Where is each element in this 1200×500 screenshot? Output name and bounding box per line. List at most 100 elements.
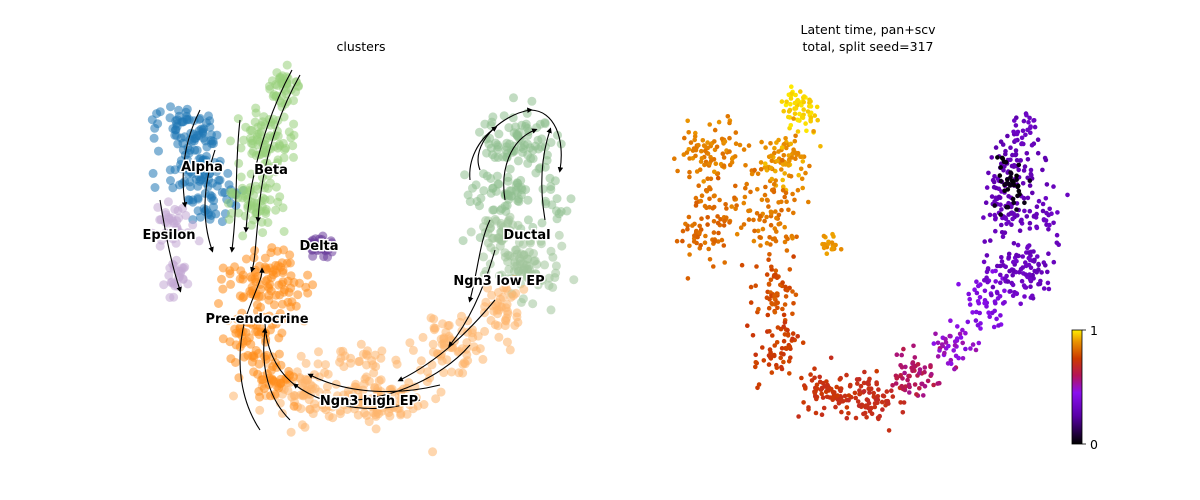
latent-time-point: [769, 153, 774, 159]
latent-time-point: [779, 366, 785, 372]
latent-time-point: [1014, 173, 1019, 179]
cell-point: [387, 396, 397, 406]
latent-time-point: [829, 240, 835, 245]
latent-time-point: [995, 296, 1001, 301]
latent-time-point: [782, 332, 788, 337]
cell-point: [149, 133, 159, 143]
cell-point: [253, 129, 263, 139]
latent-time-point: [781, 359, 786, 365]
latent-time-point: [762, 192, 768, 198]
right-panel-title-line2: total, split seed=317: [803, 39, 934, 54]
latent-time-point: [694, 169, 700, 174]
cell-point: [167, 213, 177, 223]
cell-point: [428, 347, 438, 357]
latent-time-point: [821, 405, 827, 411]
cell-point: [308, 280, 318, 290]
latent-time-point: [757, 217, 762, 222]
cluster-labels: Alpha Beta Delta Epsilon Ductal Ngn3 low EP Ng…: [141, 159, 552, 411]
cell-point: [177, 179, 187, 188]
cell-point: [364, 417, 374, 427]
latent-time-point: [833, 242, 838, 248]
latent-time-point: [857, 388, 862, 393]
latent-time-point: [912, 355, 918, 360]
latent-time-point: [993, 215, 998, 221]
cell-point: [354, 357, 364, 367]
cell-point: [254, 359, 264, 369]
latent-time-point: [787, 344, 793, 350]
latent-time-point: [729, 160, 735, 165]
latent-time-point: [984, 185, 990, 190]
latent-time-point: [774, 229, 779, 234]
cell-point: [487, 290, 497, 300]
latent-time-point: [1008, 289, 1013, 294]
latent-time-point: [699, 148, 704, 154]
latent-time-point: [983, 200, 989, 205]
latent-time-point: [917, 386, 922, 391]
cell-point: [218, 284, 228, 294]
latent-time-point: [790, 331, 796, 336]
cell-point: [224, 215, 234, 224]
latent-time-point: [1006, 219, 1011, 225]
latent-time-point: [1002, 164, 1007, 169]
latent-time-point: [1045, 280, 1051, 286]
cell-point: [471, 180, 481, 190]
cell-point: [479, 252, 488, 262]
streamline: [229, 119, 241, 253]
cell-point: [562, 206, 572, 216]
latent-time-point: [947, 333, 952, 339]
latent-time-point: [922, 365, 928, 370]
cluster-label-delta: Delta: [299, 239, 338, 254]
latent-time-point: [741, 147, 747, 152]
latent-time-point: [830, 397, 835, 403]
latent-time-point: [933, 331, 938, 337]
latent-time-point: [763, 145, 768, 150]
latent-time-point: [976, 340, 982, 346]
cell-point: [328, 413, 338, 423]
cell-point: [166, 176, 175, 185]
latent-time-point: [818, 144, 823, 149]
cell-point: [232, 314, 242, 324]
cell-point: [271, 167, 281, 177]
latent-time-point: [1013, 151, 1019, 157]
cell-point: [172, 115, 182, 125]
streamline: [469, 126, 498, 181]
latent-time-point: [830, 245, 835, 251]
latent-time-point: [869, 411, 875, 417]
latent-time-point: [768, 356, 774, 361]
latent-time-point: [1036, 281, 1041, 287]
cell-point: [486, 188, 496, 198]
latent-time-point: [1030, 293, 1035, 299]
latent-time-point: [925, 378, 931, 384]
streamline: [204, 149, 216, 253]
latent-time-point: [998, 165, 1003, 170]
latent-time-point: [960, 340, 965, 346]
latent-time-point: [991, 179, 997, 185]
latent-time-point: [1020, 254, 1025, 259]
latent-time-point: [814, 382, 820, 388]
latent-time-point: [783, 162, 788, 167]
latent-time-point: [942, 350, 947, 356]
latent-time-point: [935, 381, 940, 386]
latent-time-point: [894, 352, 900, 358]
cell-point: [182, 104, 192, 114]
latent-time-point: [820, 395, 826, 400]
latent-time-point: [1020, 128, 1026, 134]
cell-point: [363, 346, 372, 356]
latent-time-point: [958, 335, 964, 340]
cell-point: [538, 184, 548, 194]
cell-point: [499, 111, 509, 121]
latent-time-point: [758, 160, 764, 165]
latent-time-point: [871, 390, 876, 396]
latent-time-point: [756, 382, 762, 387]
latent-time-point: [779, 207, 784, 213]
latent-time-point: [706, 246, 711, 252]
cell-point: [309, 399, 319, 409]
cell-point: [489, 205, 499, 215]
latent-time-point: [1036, 198, 1042, 204]
cell-point: [182, 114, 192, 124]
cell-point: [493, 233, 503, 243]
latent-time-point: [762, 218, 767, 224]
latent-time-point: [989, 155, 994, 160]
cell-point: [206, 193, 216, 203]
latent-time-point: [771, 182, 777, 187]
